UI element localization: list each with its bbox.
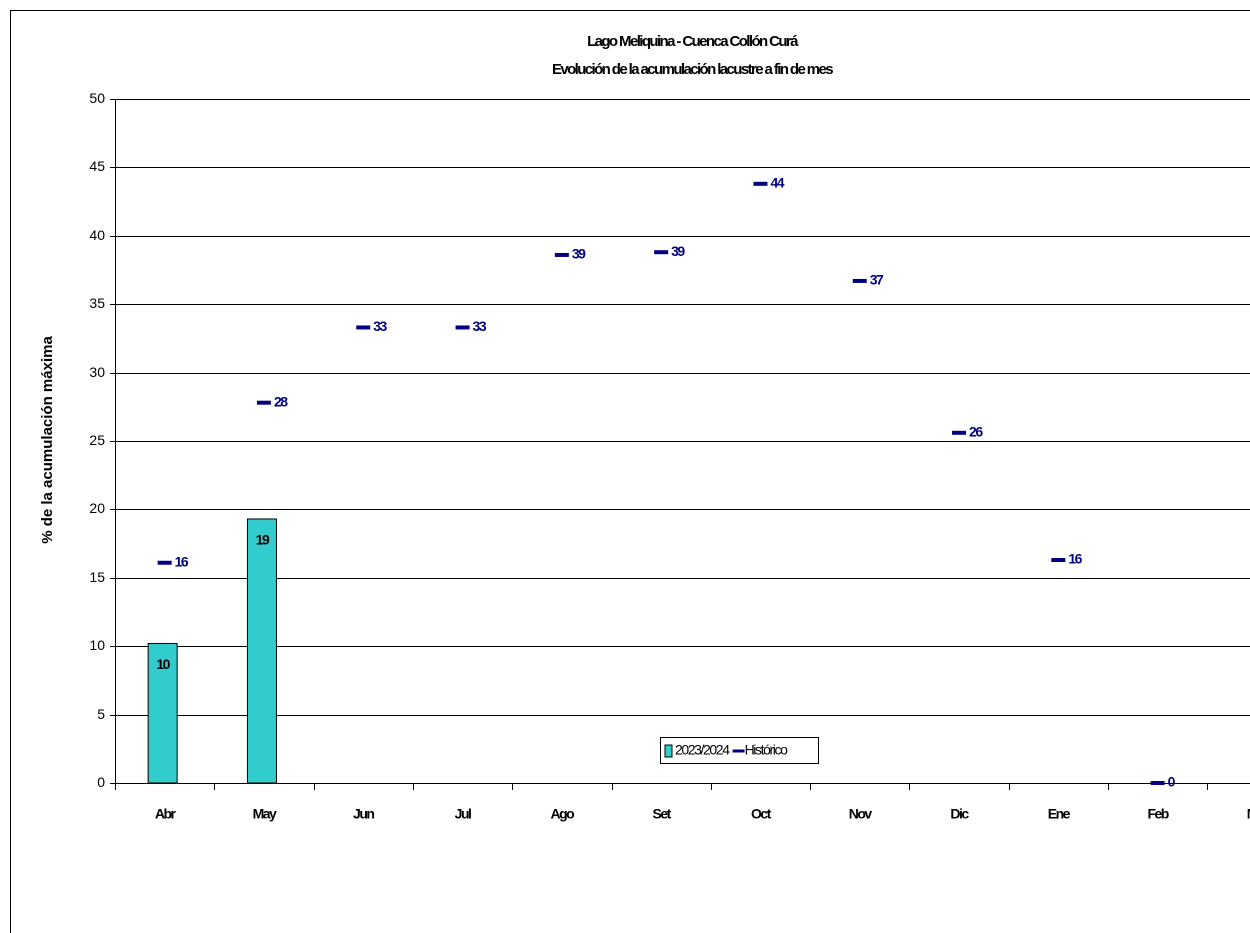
historic-label: 16 [175,553,189,569]
bar [246,518,277,784]
bar [147,642,178,784]
x-tick-label: Jun [353,806,374,822]
historic-label: 28 [274,393,288,409]
y-tick-label: 0 [97,774,105,790]
historic-label: 0 [1168,774,1176,790]
x-tick-label: Nov [849,806,873,822]
legend-label: Histórico [745,742,788,758]
legend: 2023/2024 Histórico [660,737,819,764]
y-tick-label: 20 [89,500,105,516]
chart-subtitle: Evolución de la acumulación lacustre a f… [552,61,833,78]
y-tick-label: 10 [89,637,105,653]
historic-label: 39 [671,243,685,259]
y-tick-label: 35 [89,295,105,311]
y-tick-label: 45 [89,158,105,174]
historic-label: 37 [870,272,884,288]
x-tick-label: Mar [1247,806,1250,822]
historic-label: 16 [1068,551,1082,567]
bar-label: 10 [156,656,170,672]
historic-label: 39 [572,246,586,262]
y-tick-label: 5 [97,706,105,722]
y-axis-title: % de la acumulación máxima [39,336,56,544]
y-tick-label: 15 [89,569,105,585]
x-tick-label: Ene [1048,806,1071,822]
legend-swatch [664,744,673,758]
x-tick-label: Abr [155,806,177,822]
historic-label: 33 [473,318,487,334]
bar-label: 19 [256,532,270,548]
chart-title: Lago Meliquina - Cuenca Collón Curá [587,33,799,50]
y-tick-label: 30 [89,364,105,380]
x-tick-label: Dic [950,806,969,822]
legend-label: 2023/2024 [675,742,730,758]
y-tick-label: 40 [89,227,105,243]
y-tick-label: 50 [89,90,105,106]
x-tick-label: Jul [455,806,471,822]
x-tick-label: Set [653,806,672,822]
historic-label: 26 [969,423,983,439]
y-tick-label: 25 [89,432,105,448]
x-tick-label: Feb [1147,806,1168,822]
historic-label: 33 [373,318,387,334]
historic-label: 44 [770,175,784,191]
x-tick-label: Oct [751,806,772,822]
x-tick-label: May [253,806,277,822]
x-tick-label: Ago [550,806,574,822]
